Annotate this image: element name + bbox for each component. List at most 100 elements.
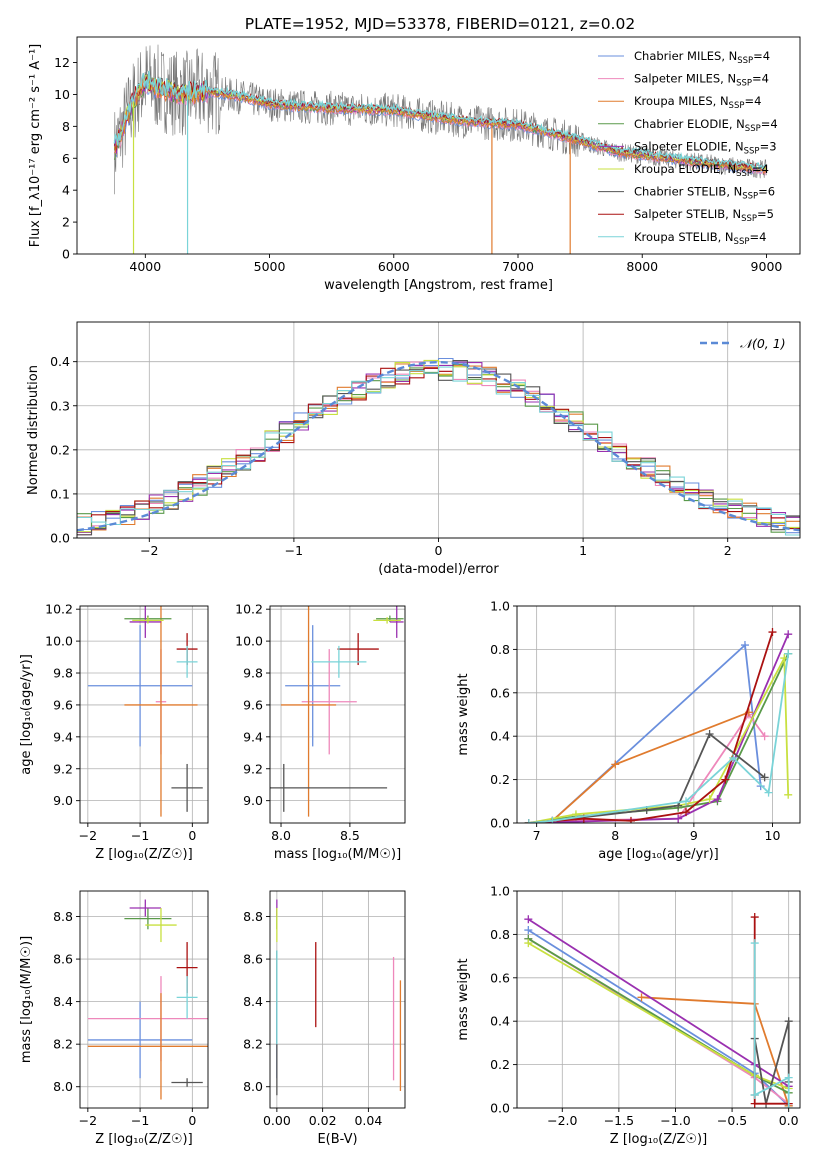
y-tick-label: 0.0 [490,1101,510,1116]
model-spectrum-line [114,77,767,175]
x-tick-label: 0.04 [354,1113,382,1128]
y-tick-label: 12 [54,55,70,70]
weight-marker [784,630,793,639]
weight-marker [729,753,738,762]
y-tick-label: 9.2 [243,761,263,776]
y-tick-label: 0.2 [490,772,510,787]
y-tick-label: 0.2 [50,442,70,457]
plot-area [276,899,402,1096]
y-tick-label: 9.6 [243,697,263,712]
legend-entry: Chabrier STELIB, NSSP=6 [634,185,775,202]
y-tick-label: 8.2 [243,1037,263,1052]
weight-marker [682,808,691,817]
axes-frame: −2 −1 0 9.0 9.2 9.4 9.6 9.8 10.0 10.2 Z [log₁₀(Z/Z… [19,602,209,862]
x-axis-label: mass [log₁₀(M/M☉)] [274,847,401,862]
y-tick-label: 0.8 [490,927,510,942]
x-tick-label: −1.5 [604,1113,634,1128]
plot-area [524,913,793,1108]
x-tick-label: 2 [724,543,732,558]
y-tick-label: 1.0 [490,884,510,899]
y-tick-label: 10.0 [45,634,73,649]
legend-entry: Kroupa STELIB, NSSP=4 [634,230,766,247]
legend-entry: Chabrier MILES, NSSP=4 [634,49,770,66]
data-point [129,899,161,917]
weight-marker [524,915,533,924]
x-axis-label: age [log₁₀(age/yr)] [598,847,719,862]
y-tick-label: 0 [62,247,70,262]
y-tick-label: 8.2 [53,1037,73,1052]
y-tick-label: 8.8 [53,909,73,924]
weight-marker [784,1073,793,1082]
weight-marker [784,790,793,799]
y-axis-label: mass [log₁₀(M/M☉)] [19,936,34,1063]
y-tick-label: 9.0 [53,793,73,808]
y-axis-label: Normed distribution [26,365,41,495]
plot-area [524,628,793,823]
x-tick-label: 0 [435,543,443,558]
x-tick-label: 0.02 [309,1113,337,1128]
x-tick-label: 0 [188,1113,196,1128]
x-tick-label: 0.0 [779,1113,799,1128]
plot-area [87,899,208,1100]
y-tick-label: 0.6 [490,685,510,700]
axes-frame: −2 −1 0 1 2 0.0 0.1 0.2 0.3 0.4 (data-model)/error… [26,321,801,577]
x-tick-label: 9 [690,828,698,843]
y-tick-label: 10.2 [45,602,73,617]
x-tick-label: 7 [533,828,541,843]
weight-marker [760,773,769,782]
y-tick-label: 8.6 [53,952,73,967]
y-tick-label: 8.4 [53,994,73,1009]
y-tick-label: 9.0 [243,793,263,808]
data-point [301,649,357,755]
x-tick-label: 8000 [626,259,658,274]
y-tick-label: 9.8 [53,666,73,681]
weight-marker [768,628,777,637]
x-tick-label: 10 [765,828,781,843]
data-point [373,617,401,624]
plot-area [77,357,800,536]
x-tick-label: −1.0 [660,1113,690,1128]
weight-marker [705,795,714,804]
legend: 𝒩(0, 1) [700,336,786,351]
weight-marker [750,939,759,948]
y-tick-label: 10 [54,87,70,102]
mass-weight-vs-metallicity-panel: −2.0 −1.5 −1.0 −0.5 0.0 0.0 0.2 0.4 0.6 0.8 1.0 Z [… [456,884,801,1147]
weight-series-line [528,631,774,823]
weight-marker [626,816,635,823]
normal-distribution-curve [77,360,800,532]
x-tick-label: −2 [79,1113,97,1128]
weight-marker [682,797,691,806]
weight-series-line [527,942,790,1090]
y-tick-label: 0.0 [50,531,70,546]
axes-frame: −2 −1 0 8.0 8.2 8.4 8.6 8.8 Z [log₁₀(Z/Z☉)] mass … [19,890,209,1147]
weight-series-line [528,643,762,823]
y-tick-label: 8 [62,119,70,134]
data-point [87,1001,193,1079]
axes-frame: 7 8 9 10 0.0 0.2 0.4 0.6 0.8 1.0 age [log₁₀(age/yr… [456,599,801,862]
x-tick-label: −2 [79,828,97,843]
y-axis-label: mass weight [456,673,471,755]
mass-vs-metallicity-panel: −2 −1 0 8.0 8.2 8.4 8.6 8.8 Z [log₁₀(Z/Z☉)] mass … [19,890,209,1147]
mass-weight-vs-age-panel: 7 8 9 10 0.0 0.2 0.4 0.6 0.8 1.0 age [log₁₀(age/yr… [456,599,801,862]
residual-histogram [77,366,800,536]
spectrum-panel: 4000 5000 6000 7000 8000 9000 0 2 4 6 8 10 12 wavelen… [28,36,801,293]
y-tick-label: 2 [62,215,70,230]
x-axis-label: Z [log₁₀(Z/Z☉)] [610,1132,707,1147]
x-tick-label: 5000 [254,259,286,274]
x-axis-label: (data-model)/error [378,562,499,577]
x-tick-label: −2.0 [547,1113,577,1128]
x-tick-label: −0.5 [717,1113,747,1128]
y-tick-label: 0.6 [490,970,510,985]
y-tick-label: 8.0 [243,1079,263,1094]
weight-series-line [528,633,790,823]
data-point [285,625,341,747]
weight-marker [784,1104,793,1108]
y-tick-label: 0.4 [50,354,70,369]
legend-entry: Kroupa ELODIE, NSSP=4 [634,162,769,179]
x-tick-label: 9000 [751,259,783,274]
residual-histogram [77,360,800,536]
weight-marker [750,913,759,922]
y-axis-label: mass weight [456,958,471,1040]
y-tick-label: 1.0 [490,599,510,614]
weight-series-line [528,711,750,823]
